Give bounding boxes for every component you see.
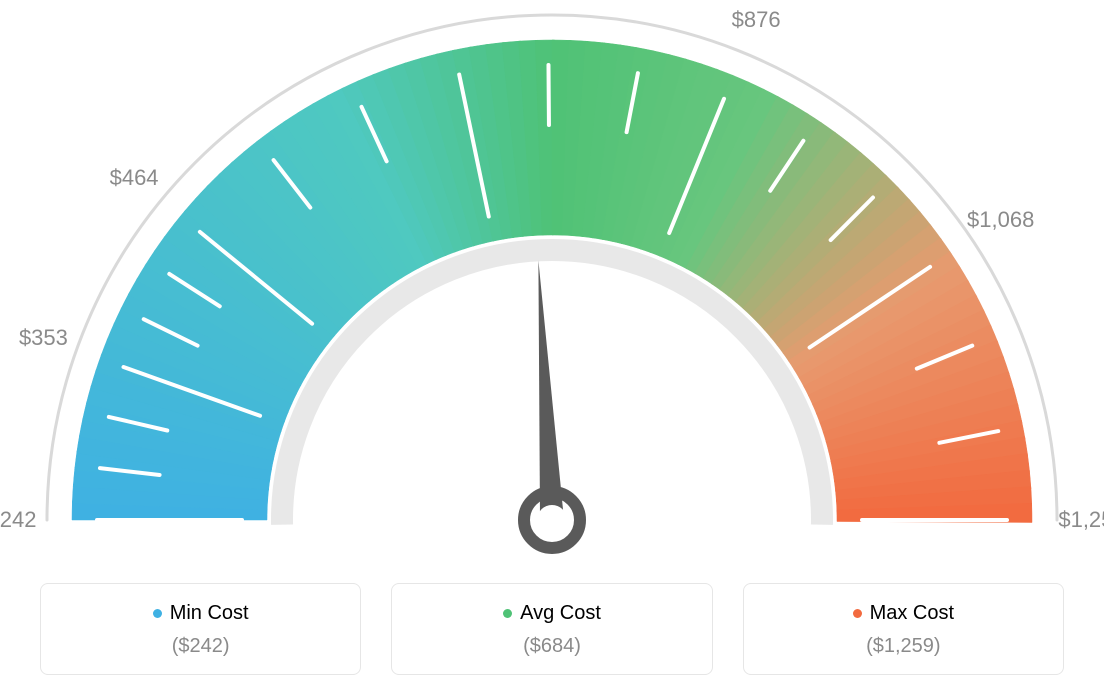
legend-title-text: Max Cost [870,602,954,625]
legend-value-max: ($1,259) [754,635,1053,658]
gauge-chart: $242 $353 $464 $684 $876 $1,068 $1,259 [0,0,1104,560]
legend-value-avg: ($684) [402,635,701,658]
legend-title-max: Max Cost [853,602,954,625]
tick-label: $684 [417,0,466,4]
legend-title-avg: Avg Cost [503,602,601,625]
dot-icon [503,609,512,618]
tick-label: $353 [19,325,68,351]
tick-label: $242 [0,507,36,533]
legend-value-min: ($242) [51,635,350,658]
dot-icon [853,609,862,618]
dot-icon [153,609,162,618]
legend-card-max: Max Cost ($1,259) [743,583,1064,675]
legend-card-min: Min Cost ($242) [40,583,361,675]
legend-title-text: Min Cost [170,602,249,625]
tick-label: $1,259 [1058,507,1104,533]
gauge-svg [0,0,1104,560]
tick-label: $1,068 [967,207,1034,233]
tick-label: $464 [110,165,159,191]
tick-label: $876 [732,7,781,33]
legend-card-avg: Avg Cost ($684) [391,583,712,675]
legend-title-min: Min Cost [153,602,249,625]
legend-row: Min Cost ($242) Avg Cost ($684) Max Cost… [0,583,1104,675]
legend-title-text: Avg Cost [520,602,601,625]
